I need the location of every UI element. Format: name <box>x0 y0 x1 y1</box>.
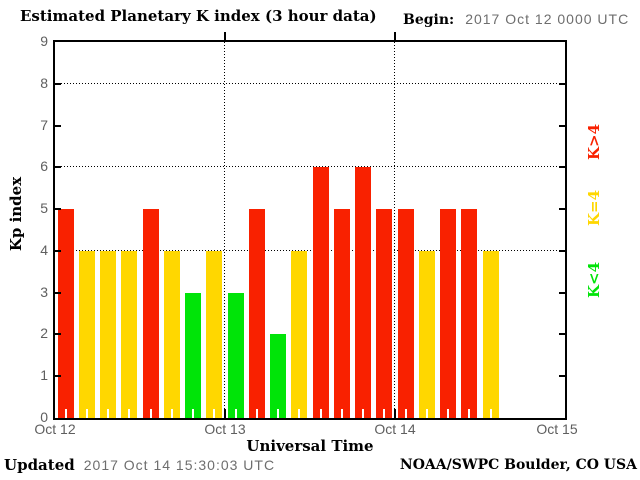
top-axis-day-tick <box>394 32 396 40</box>
chart-title: Estimated Planetary K index (3 hour data… <box>20 7 377 25</box>
kp-bar <box>312 167 329 418</box>
updated-timestamp: 2017 Oct 14 15:30:03 UTC <box>83 457 276 473</box>
updated-label: Updated <box>4 456 75 474</box>
y-axis-tick-left <box>55 249 61 252</box>
y-tick-label: 8 <box>40 74 48 91</box>
y-tick-label: 4 <box>40 241 48 258</box>
kp-bar <box>206 250 223 418</box>
bar-base-tick <box>404 409 407 418</box>
bar-base-tick <box>149 409 152 418</box>
y-axis-tick-right <box>559 249 565 252</box>
y-axis-tick-left <box>55 291 61 294</box>
bar-base-tick <box>298 409 301 418</box>
bar-base-tick <box>489 409 492 418</box>
gridline-vertical-day1 <box>224 42 225 418</box>
bar-base-tick <box>192 409 195 418</box>
y-axis-tick-right <box>559 208 565 211</box>
kp-bar <box>163 250 180 418</box>
bottom-axis-day-tick <box>394 409 396 418</box>
bar-base-tick <box>234 409 237 418</box>
x-tick-label: Oct 12 <box>34 421 76 437</box>
begin-label: Begin: <box>403 12 455 28</box>
plot-area <box>53 32 567 420</box>
kp-bar <box>461 209 478 418</box>
kp-bar <box>248 209 265 418</box>
kp-bar <box>270 334 287 418</box>
bar-base-tick <box>383 409 386 418</box>
bar-base-tick <box>468 409 471 418</box>
bar-base-tick <box>425 409 428 418</box>
y-axis-tick-right <box>559 166 565 169</box>
bar-base-tick <box>107 409 110 418</box>
bar-base-tick <box>447 409 450 418</box>
bar-base-tick <box>340 409 343 418</box>
kp-bar <box>440 209 457 418</box>
y-axis-tick-right <box>559 124 565 127</box>
y-tick-label: 6 <box>40 158 48 175</box>
y-axis-tick-right <box>559 375 565 378</box>
bar-base-tick <box>277 409 280 418</box>
begin-row: Begin: 2017 Oct 12 0000 UTC <box>403 11 629 28</box>
y-axis-tick-left <box>55 166 61 169</box>
x-tick-label: Oct 15 <box>536 421 578 437</box>
bar-base-tick <box>128 409 131 418</box>
y-tick-label: 0 <box>40 409 48 425</box>
bar-base-tick <box>85 409 88 418</box>
y-axis-tick-right <box>559 291 565 294</box>
kp-bar <box>418 250 435 418</box>
gridline-vertical-day2 <box>394 42 395 418</box>
bottom-axis-day-tick <box>224 409 226 418</box>
kp-bar <box>227 292 244 418</box>
begin-value: 2017 Oct 12 0000 UTC <box>465 11 630 27</box>
kp-bar <box>121 250 138 418</box>
kp-bar <box>78 250 95 418</box>
y-tick-label: 1 <box>40 367 48 384</box>
bar-base-tick <box>362 409 365 418</box>
bar-base-tick <box>255 409 258 418</box>
source-attribution: NOAA/SWPC Boulder, CO USA <box>399 457 637 473</box>
bar-base-tick <box>64 409 67 418</box>
y-axis-tick-left <box>55 375 61 378</box>
bar-base-tick <box>319 409 322 418</box>
kp-bar <box>185 292 202 418</box>
y-axis-tick-left <box>55 124 61 127</box>
y-axis-tick-left <box>55 333 61 336</box>
kp-bar <box>482 250 499 418</box>
x-tick-label: Oct 14 <box>374 421 416 437</box>
kp-bar <box>100 250 117 418</box>
y-tick-label: 3 <box>40 283 48 300</box>
y-tick-label: 2 <box>40 325 48 342</box>
top-axis-day-tick <box>224 32 226 40</box>
y-tick-label: 5 <box>40 200 48 217</box>
x-axis-title: Universal Time <box>246 437 374 455</box>
gridline-horizontal-k6 <box>55 166 565 168</box>
legend-item-k-above-4: K>4 <box>585 123 603 161</box>
kp-bar <box>355 167 372 418</box>
y-tick-label: 9 <box>40 33 48 49</box>
kp-bar <box>376 209 393 418</box>
kp-bar <box>142 209 159 418</box>
gridline-horizontal-k4 <box>55 249 565 251</box>
x-tick-label: Oct 13 <box>204 421 246 437</box>
y-axis-tick-right <box>559 333 565 336</box>
y-axis-tick-right <box>559 82 565 85</box>
legend-item-k-below-4: K<4 <box>585 261 603 299</box>
kp-bar <box>57 209 74 418</box>
y-tick-label: 7 <box>40 116 48 133</box>
kp-bar <box>333 209 350 418</box>
kp-bar <box>397 209 414 418</box>
bar-base-tick <box>170 409 173 418</box>
y-axis-tick-left <box>55 82 61 85</box>
legend-item-k-equal-4: K=4 <box>585 189 603 227</box>
kp-bar <box>291 250 308 418</box>
bar-base-tick <box>213 409 216 418</box>
gridline-horizontal-k8 <box>55 82 565 84</box>
updated-row: Updated 2017 Oct 14 15:30:03 UTC <box>4 456 275 474</box>
y-axis-tick-left <box>55 208 61 211</box>
